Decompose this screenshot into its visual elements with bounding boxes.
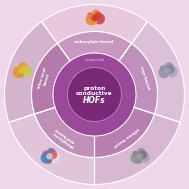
Circle shape <box>42 151 49 157</box>
Circle shape <box>19 68 25 74</box>
Circle shape <box>41 152 52 164</box>
Circle shape <box>91 15 98 21</box>
Text: sulfonic-based: sulfonic-based <box>111 126 139 148</box>
Text: other-acid-
based: other-acid- based <box>37 66 53 91</box>
Circle shape <box>91 19 97 25</box>
Circle shape <box>13 67 24 78</box>
Text: cage-based: cage-based <box>138 66 150 91</box>
Circle shape <box>67 67 122 122</box>
Circle shape <box>158 67 170 78</box>
Circle shape <box>14 65 21 72</box>
Wedge shape <box>94 114 180 184</box>
Circle shape <box>138 150 147 159</box>
Circle shape <box>19 62 28 71</box>
Circle shape <box>53 53 136 136</box>
Circle shape <box>46 153 53 160</box>
Circle shape <box>131 152 142 164</box>
Wedge shape <box>5 22 57 122</box>
Circle shape <box>21 65 29 74</box>
Circle shape <box>49 152 60 163</box>
Text: phosphonic-
acid-based: phosphonic- acid-based <box>51 125 77 148</box>
Circle shape <box>167 66 178 77</box>
Wedge shape <box>35 107 94 157</box>
Circle shape <box>137 148 146 157</box>
Circle shape <box>135 157 142 164</box>
Text: proton: proton <box>83 86 106 91</box>
Wedge shape <box>57 32 132 61</box>
Text: compact solid: compact solid <box>85 58 104 62</box>
Circle shape <box>139 152 150 163</box>
Wedge shape <box>119 43 157 114</box>
Text: conductive: conductive <box>76 91 113 96</box>
Circle shape <box>47 148 56 157</box>
Circle shape <box>164 62 173 71</box>
Text: HOFs: HOFs <box>83 96 106 105</box>
Text: carboxylate-based: carboxylate-based <box>74 40 115 44</box>
Circle shape <box>21 66 32 77</box>
Circle shape <box>18 72 24 78</box>
Circle shape <box>163 72 170 78</box>
Circle shape <box>46 157 52 164</box>
Wedge shape <box>132 22 184 122</box>
Circle shape <box>86 14 97 25</box>
Circle shape <box>132 151 139 157</box>
Circle shape <box>166 65 175 74</box>
Wedge shape <box>94 107 154 157</box>
Wedge shape <box>42 5 147 43</box>
Circle shape <box>5 5 184 184</box>
Circle shape <box>48 150 57 159</box>
Circle shape <box>136 153 143 160</box>
Circle shape <box>160 65 167 72</box>
Wedge shape <box>32 43 70 114</box>
Circle shape <box>92 9 101 18</box>
Circle shape <box>94 13 105 25</box>
Circle shape <box>164 68 170 74</box>
Circle shape <box>87 12 94 19</box>
Wedge shape <box>9 114 94 184</box>
Circle shape <box>93 12 102 21</box>
